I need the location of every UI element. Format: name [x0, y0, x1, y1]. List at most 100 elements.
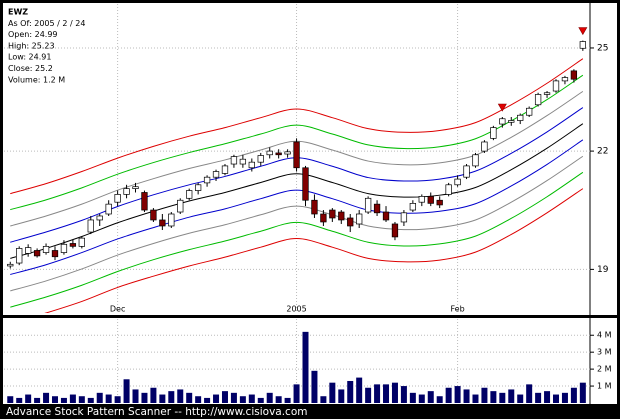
- candle-body: [418, 196, 425, 203]
- candle-body: [311, 199, 318, 215]
- y-tick-label: 22: [597, 147, 608, 157]
- candle-body: [552, 80, 560, 92]
- volume-panel: [3, 318, 617, 404]
- volume-bar: [159, 394, 166, 403]
- volume-bar: [87, 397, 94, 403]
- candle-body: [517, 114, 524, 121]
- candle-body: [499, 118, 506, 125]
- plot-area: [7, 40, 586, 313]
- volume-bar: [427, 391, 434, 403]
- band-line: [44, 188, 584, 313]
- volume-bar: [472, 394, 479, 403]
- volume-bar: [508, 389, 515, 403]
- candle-body: [132, 186, 139, 189]
- price-panel: [3, 3, 617, 315]
- volume-bar: [266, 392, 273, 403]
- info-line: Close: 25.2: [8, 64, 53, 73]
- x-tick-label: Dec: [110, 305, 125, 314]
- volume-bar: [204, 397, 211, 403]
- y-tick-label: 19: [597, 265, 609, 275]
- candle-body: [579, 41, 586, 49]
- volume-bar: [51, 396, 58, 403]
- volume-bar: [383, 384, 390, 403]
- candle-body: [168, 213, 175, 227]
- volume-bar: [409, 392, 416, 403]
- volume-bar: [320, 396, 327, 403]
- band-line: [10, 139, 584, 275]
- candle-body: [347, 217, 354, 227]
- candle-body: [239, 158, 247, 165]
- x-tick-label: Feb: [451, 305, 465, 314]
- candle-body: [302, 167, 309, 201]
- volume-bar: [248, 394, 255, 403]
- volume-bar: [579, 382, 586, 403]
- candle-body: [203, 176, 211, 184]
- candle-body: [105, 203, 112, 215]
- candle-body: [561, 77, 569, 82]
- volume-bar: [230, 392, 237, 403]
- candle-body: [481, 141, 488, 152]
- candle-body: [87, 219, 94, 233]
- candle-body: [159, 219, 166, 227]
- candle-body: [534, 94, 542, 106]
- volume-bar: [347, 380, 354, 403]
- volume-bar: [499, 392, 506, 403]
- volume-bar: [96, 392, 103, 403]
- candle-body: [212, 171, 220, 178]
- candle-body: [221, 165, 229, 174]
- volume-bar: [25, 394, 32, 403]
- volume-bar: [561, 392, 568, 403]
- volume-bar: [141, 392, 148, 403]
- candle-body: [329, 209, 336, 219]
- y-tick-label: 1 M: [597, 382, 612, 391]
- candle-body: [445, 184, 452, 195]
- candle-body: [33, 250, 41, 257]
- volume-bar: [275, 396, 282, 403]
- volume-bar: [132, 389, 139, 403]
- volume-bar: [257, 397, 264, 403]
- volume-bar: [329, 382, 336, 403]
- volume-bar: [43, 392, 50, 403]
- candle-body: [436, 199, 443, 206]
- volume-bar: [213, 394, 220, 403]
- volume-bar: [544, 391, 551, 403]
- volume-bar: [150, 387, 157, 403]
- candle-body: [123, 188, 130, 195]
- candle-body: [51, 250, 59, 258]
- candle-body: [266, 150, 273, 156]
- candle-body: [248, 161, 255, 169]
- volume-bar: [168, 391, 175, 403]
- candle-body: [186, 190, 193, 199]
- volume-bar: [374, 384, 381, 403]
- candle-body: [69, 243, 77, 247]
- candle-body: [60, 243, 68, 253]
- candle-body: [391, 223, 399, 238]
- band-line: [10, 58, 584, 195]
- candle-body: [373, 203, 381, 214]
- candle-body: [364, 197, 372, 213]
- info-line: High: 25.23: [8, 41, 55, 50]
- volume-area: [7, 331, 586, 403]
- volume-bar: [293, 384, 300, 403]
- volume-bar: [553, 394, 560, 403]
- volume-bar: [105, 394, 112, 403]
- info-line: Low: 24.91: [8, 53, 51, 62]
- band-line: [10, 171, 584, 308]
- candle-body: [543, 92, 551, 95]
- footer: Advance Stock Pattern Scanner -- http://…: [6, 406, 307, 418]
- volume-bar: [338, 389, 345, 403]
- volume-bar: [311, 370, 318, 403]
- volume-bar: [356, 377, 363, 403]
- candle-body: [338, 211, 345, 221]
- y-tick-label: 4 M: [597, 331, 612, 340]
- candle-body: [275, 152, 282, 156]
- info-line: As Of: 2005 / 2 / 24: [8, 19, 85, 28]
- volume-bar: [445, 387, 452, 403]
- volume-bar: [463, 389, 470, 403]
- x-tick-label: 2005: [286, 305, 306, 314]
- volume-bar: [517, 394, 524, 403]
- candle-body: [490, 127, 497, 139]
- info-line: Volume: 1.2 M: [8, 75, 65, 84]
- volume-bar: [69, 394, 76, 403]
